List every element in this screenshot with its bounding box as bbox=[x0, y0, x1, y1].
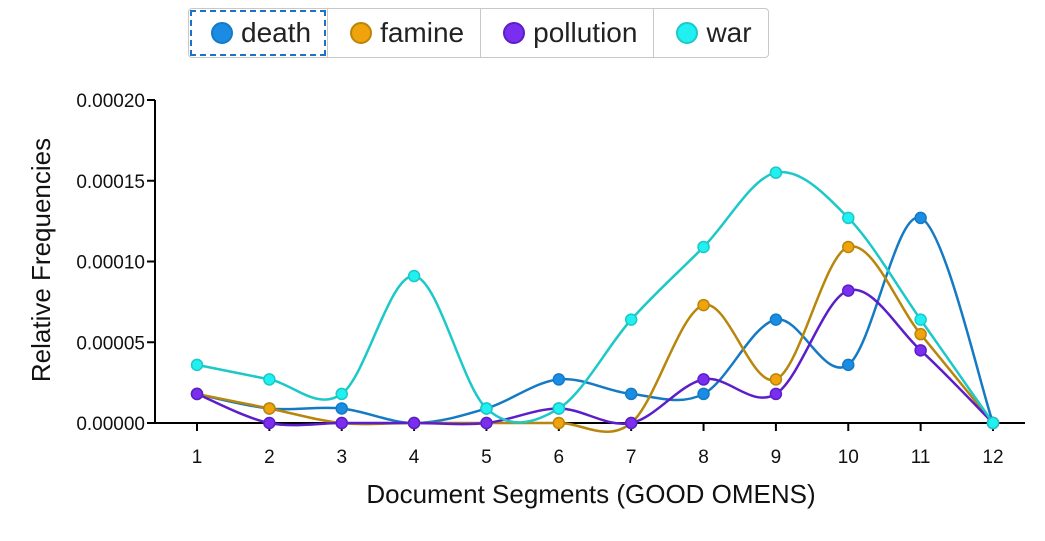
x-tick-label: 8 bbox=[698, 447, 709, 468]
x-tick-label: 12 bbox=[982, 447, 1003, 468]
data-point-pollution-2[interactable] bbox=[263, 416, 276, 430]
x-tick-label: 9 bbox=[771, 447, 782, 468]
chart-legend: death famine pollution war bbox=[188, 8, 769, 58]
data-point-death-11[interactable] bbox=[914, 211, 927, 225]
data-point-war-5[interactable] bbox=[480, 402, 493, 415]
data-point-death-7[interactable] bbox=[624, 387, 638, 401]
legend-swatch bbox=[350, 22, 373, 44]
x-tick-label: 7 bbox=[626, 447, 637, 468]
data-point-famine-8[interactable] bbox=[697, 298, 710, 312]
legend-label: war bbox=[706, 17, 752, 48]
data-point-pollution-11[interactable] bbox=[914, 344, 927, 357]
legend-swatch bbox=[503, 22, 526, 44]
y-tick-label: 0.00005 bbox=[76, 333, 145, 354]
data-point-death-9[interactable] bbox=[769, 313, 783, 326]
data-point-famine-11[interactable] bbox=[914, 327, 927, 341]
legend-item-famine[interactable]: famine bbox=[327, 9, 480, 57]
data-point-war-4[interactable] bbox=[407, 269, 421, 283]
data-point-pollution-9[interactable] bbox=[769, 387, 783, 401]
data-point-pollution-1[interactable] bbox=[190, 387, 204, 401]
data-point-war-3[interactable] bbox=[335, 387, 348, 401]
data-point-famine-2[interactable] bbox=[263, 402, 276, 415]
x-tick-label: 1 bbox=[192, 447, 203, 468]
data-point-famine-6[interactable] bbox=[552, 416, 566, 430]
y-tick-label: 0.00010 bbox=[76, 253, 145, 274]
series-points bbox=[190, 166, 1000, 430]
data-point-war-6[interactable] bbox=[552, 402, 566, 415]
data-point-war-8[interactable] bbox=[697, 240, 710, 254]
x-tick-label: 2 bbox=[264, 447, 275, 468]
series-lines bbox=[196, 170, 995, 433]
data-point-war-11[interactable] bbox=[914, 313, 927, 326]
data-point-pollution-5[interactable] bbox=[480, 416, 493, 430]
series-line-famine bbox=[196, 245, 994, 433]
legend-label: famine bbox=[380, 17, 465, 48]
data-point-death-8[interactable] bbox=[697, 387, 710, 401]
x-tick-label: 10 bbox=[838, 447, 859, 468]
data-point-famine-10[interactable] bbox=[842, 240, 855, 254]
legend-item-pollution[interactable]: pollution bbox=[480, 9, 653, 57]
x-tick-label: 5 bbox=[481, 447, 492, 468]
data-point-war-1[interactable] bbox=[190, 358, 204, 372]
x-tick-label: 6 bbox=[554, 447, 565, 468]
data-point-death-6[interactable] bbox=[552, 373, 566, 386]
y-axis-title: Relative Frequencies bbox=[26, 138, 56, 382]
data-point-war-10[interactable] bbox=[842, 211, 855, 225]
legend-swatch bbox=[211, 22, 233, 44]
data-point-pollution-3[interactable] bbox=[335, 416, 348, 430]
data-point-war-9[interactable] bbox=[769, 166, 783, 179]
x-tick-label: 3 bbox=[336, 447, 347, 468]
y-tick-label: 0.00020 bbox=[76, 91, 145, 112]
legend-label: death bbox=[241, 17, 312, 48]
data-point-pollution-7[interactable] bbox=[624, 416, 638, 430]
legend-label: pollution bbox=[533, 17, 638, 48]
data-point-war-7[interactable] bbox=[624, 313, 638, 326]
legend-swatch bbox=[676, 22, 699, 44]
data-point-pollution-8[interactable] bbox=[697, 373, 710, 386]
legend-item-death[interactable]: death bbox=[189, 9, 327, 57]
y-tick-label: 0.00000 bbox=[76, 414, 145, 435]
x-tick-label: 4 bbox=[409, 447, 420, 468]
data-point-death-3[interactable] bbox=[335, 402, 348, 415]
data-point-pollution-4[interactable] bbox=[407, 416, 421, 430]
legend-item-war[interactable]: war bbox=[653, 9, 767, 57]
data-point-pollution-10[interactable] bbox=[842, 284, 855, 297]
y-tick-label: 0.00015 bbox=[76, 172, 145, 193]
data-point-war-2[interactable] bbox=[263, 373, 276, 386]
x-axis-title: Document Segments (GOOD OMENS) bbox=[366, 479, 815, 509]
x-tick-label: 11 bbox=[911, 447, 931, 468]
data-point-death-10[interactable] bbox=[842, 358, 855, 372]
data-point-war-12[interactable] bbox=[986, 416, 1000, 430]
data-point-famine-9[interactable] bbox=[769, 373, 783, 386]
